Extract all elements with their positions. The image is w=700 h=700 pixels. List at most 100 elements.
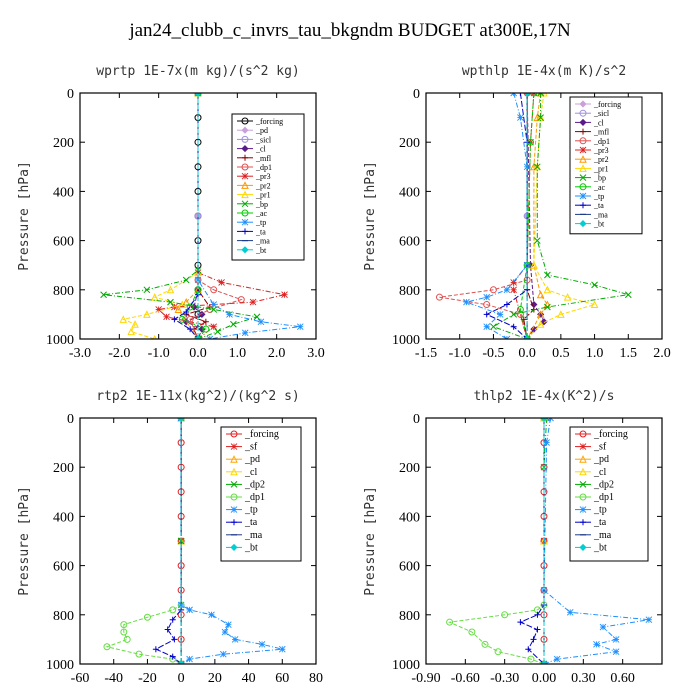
- data-point: [186, 303, 194, 311]
- y-tick-label: 0: [413, 87, 420, 102]
- data-point: [503, 286, 511, 294]
- y-tick-label: 0: [67, 412, 74, 427]
- series-line-pr1: [526, 93, 597, 339]
- data-point: [544, 271, 551, 279]
- x-tick-label: -1.0: [449, 346, 471, 361]
- chart-title: thlp2 1E-4x(K^2)/s: [474, 389, 615, 404]
- legend-label: _ma: [244, 530, 263, 541]
- data-point: [208, 611, 215, 619]
- data-point: [249, 298, 257, 306]
- x-tick-label: 40: [242, 671, 256, 686]
- legend-label: _pr1: [593, 164, 609, 173]
- data-point: [501, 611, 509, 619]
- data-point: [120, 621, 128, 629]
- data-point: [296, 323, 304, 331]
- x-tick-label: 0.0: [189, 346, 207, 361]
- data-point: [463, 298, 470, 306]
- legend-marker: [241, 135, 249, 143]
- data-point: [496, 311, 504, 318]
- x-tick-label: 0.0: [518, 346, 536, 361]
- legend-marker: [580, 202, 586, 209]
- x-tick-label: 20: [208, 671, 222, 686]
- x-tick-label: 60: [275, 671, 289, 686]
- legend-label: _pr3: [593, 146, 609, 155]
- data-point: [599, 623, 607, 631]
- data-point: [483, 293, 491, 301]
- legend-marker: [579, 455, 587, 463]
- y-tick-label: 400: [53, 185, 74, 200]
- legend-label: _dp1: [255, 163, 272, 172]
- legend-marker: [579, 174, 587, 181]
- legend-marker: [579, 493, 587, 501]
- x-tick-label: 0.00: [532, 671, 557, 686]
- legend-label: _ma: [255, 237, 270, 246]
- x-tick-label: -0.5: [482, 346, 504, 361]
- y-axis-label: Pressure [hPa]: [17, 486, 32, 596]
- data-point: [214, 328, 222, 335]
- x-tick-label: 0.60: [610, 671, 635, 686]
- series-line-dp1: [439, 93, 528, 339]
- legend-label: _tp: [244, 505, 258, 516]
- legend-marker: [241, 126, 249, 134]
- x-tick-label: -60: [71, 671, 90, 686]
- legend-marker: [579, 164, 587, 172]
- legend-marker: [579, 506, 587, 513]
- legend-label: _ta: [593, 201, 604, 210]
- data-point: [510, 286, 517, 294]
- y-tick-label: 600: [399, 560, 420, 575]
- data-point: [523, 93, 531, 97]
- data-point: [171, 636, 178, 643]
- legend-marker: [579, 443, 587, 450]
- data-point: [183, 308, 190, 315]
- legend-label: _pr1: [255, 191, 271, 200]
- data-point: [540, 93, 548, 97]
- legend-marker: [230, 506, 238, 513]
- legend-marker: [579, 183, 587, 191]
- legend-marker: [579, 192, 587, 200]
- data-point: [226, 311, 233, 318]
- data-point: [525, 646, 532, 653]
- legend-label: _pr2: [255, 181, 271, 190]
- x-tick-label: -20: [138, 671, 157, 686]
- x-tick-label: -2.0: [108, 346, 130, 361]
- x-tick-label: 0.5: [552, 346, 570, 361]
- y-tick-label: 0: [67, 87, 74, 102]
- chart-title: wprtp 1E-7x(m kg)/(s^2 kg): [96, 64, 300, 79]
- legend-box: [231, 113, 305, 261]
- data-point: [563, 293, 572, 301]
- chart-panel-3: rtp2 1E-11x(kg^2)/(kg^2 s) Pressure [hPa]…: [17, 389, 323, 686]
- series-area: [100, 93, 304, 339]
- data-point: [210, 301, 218, 308]
- data-point: [257, 318, 265, 326]
- data-point: [537, 114, 544, 121]
- data-point: [119, 315, 128, 323]
- figure-title: jan24_clubb_c_invrs_tau_bkgndm BUDGET at…: [129, 20, 571, 41]
- legend-marker: [579, 155, 587, 163]
- y-tick-label: 1000: [392, 333, 420, 348]
- data-point: [166, 285, 175, 294]
- data-point: [100, 291, 107, 299]
- data-point: [543, 439, 550, 446]
- y-tick-label: 200: [399, 136, 420, 151]
- legend-marker: [579, 481, 587, 488]
- x-tick-label: 3.0: [307, 346, 325, 361]
- legend-label: _mfl: [593, 128, 610, 137]
- legend-marker: [579, 467, 587, 476]
- legend-marker: [579, 430, 587, 438]
- legend-label: _sf: [244, 442, 258, 453]
- data-point: [517, 619, 524, 626]
- legend-label: _forcing: [244, 429, 279, 440]
- data-point: [624, 291, 632, 299]
- chart-panel-1: wprtp 1E-7x(m kg)/(s^2 kg) Pressure [hPa]…: [17, 64, 325, 361]
- chart-panel-2: wpthlp 1E-4x(m K)/s^2 Pressure [hPa] 0 200 4…: [363, 64, 671, 361]
- data-point: [187, 326, 194, 333]
- data-point: [194, 335, 202, 339]
- data-point: [150, 293, 159, 301]
- data-point: [171, 316, 178, 323]
- data-point: [530, 93, 538, 97]
- x-tick-label: 2.0: [268, 346, 286, 361]
- data-point: [202, 318, 209, 325]
- legend-marker: [230, 493, 238, 501]
- data-point: [516, 305, 524, 313]
